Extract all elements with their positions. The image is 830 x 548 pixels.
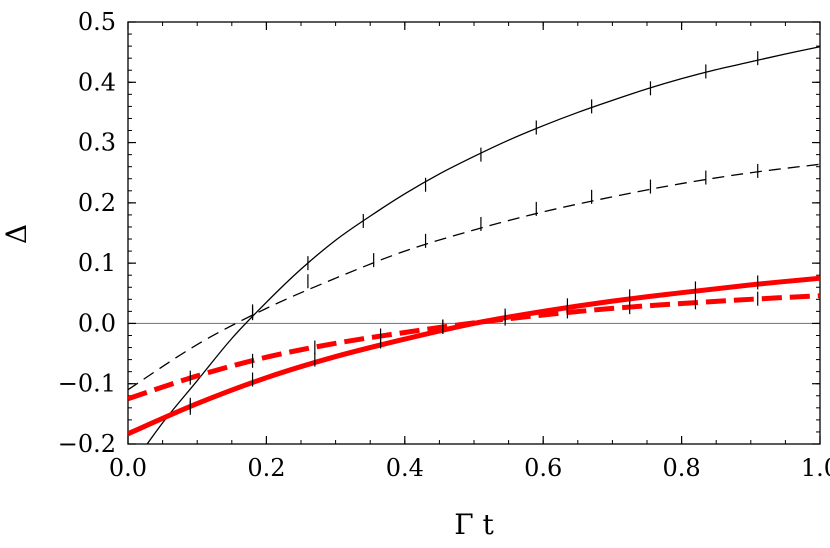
y-tick-label: −0.2 [58, 430, 116, 458]
x-tick-label: 0.2 [247, 454, 285, 482]
y-axis-label: Δ [0, 224, 33, 244]
series-line-4 [128, 293, 820, 402]
marker-layer [189, 51, 759, 415]
y-tick-label: 0.0 [78, 309, 116, 337]
tick-labels: 0.0 0.2 0.4 0.6 0.8 1.0 −0.2 −0.1 0.0 0.1 0.2 0.3 0.… [58, 8, 830, 482]
axis-ticks [127, 21, 821, 445]
series-line-1 [146, 46, 820, 444]
x-tick-label: 0.6 [524, 454, 562, 482]
series-line-2 [128, 163, 820, 391]
x-tick-label: 1.0 [801, 454, 830, 482]
x-axis-label: Γ t [454, 508, 494, 541]
x-tick-label: 0.0 [109, 454, 147, 482]
y-tick-label: 0.2 [78, 189, 116, 217]
y-tick-label: 0.3 [78, 129, 116, 157]
y-tick-label: 0.1 [78, 249, 116, 277]
plot-frame [127, 21, 821, 445]
y-tick-label: 0.4 [78, 68, 116, 96]
series-layer [128, 46, 820, 444]
x-tick-label: 0.4 [386, 454, 424, 482]
y-tick-label: 0.5 [78, 8, 116, 36]
x-tick-label: 0.8 [663, 454, 701, 482]
y-tick-label: −0.1 [58, 370, 116, 398]
